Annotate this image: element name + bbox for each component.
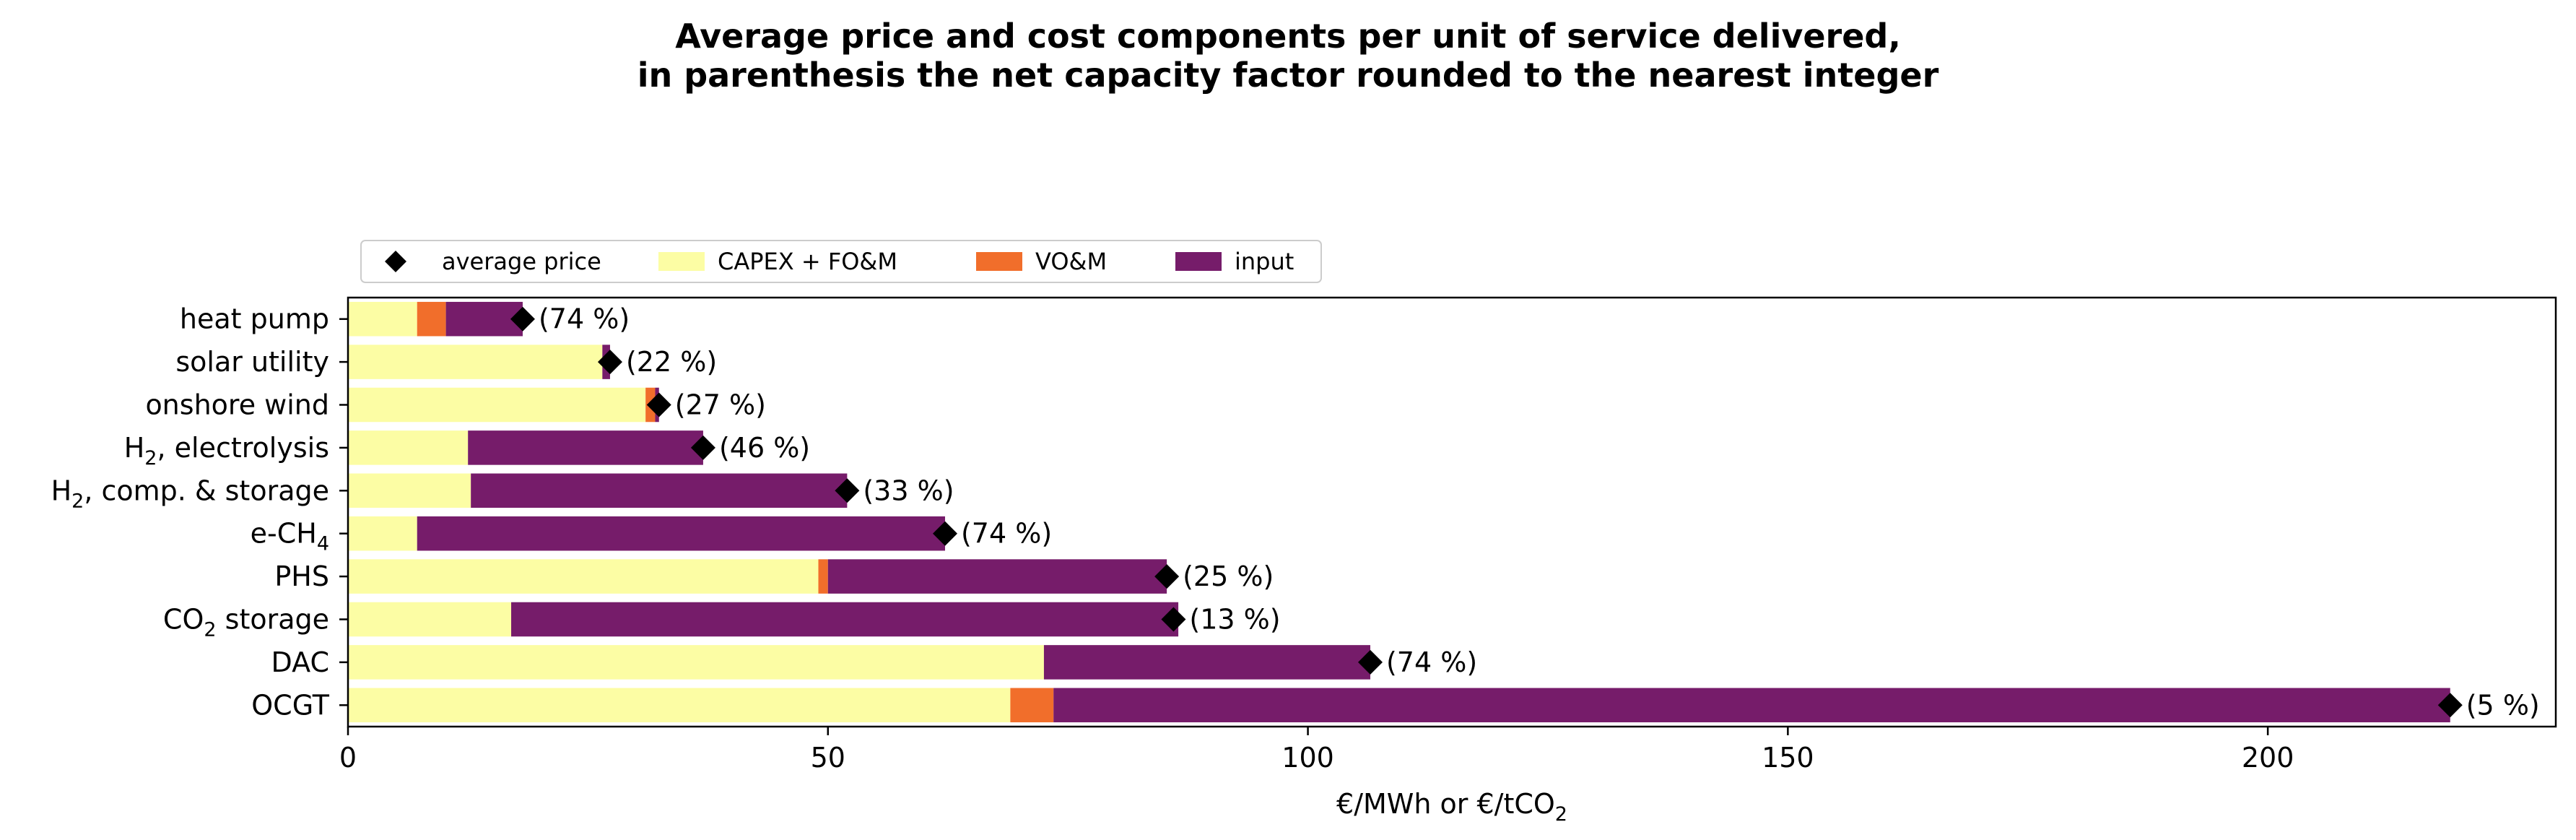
x-tick-label: 100	[1282, 742, 1334, 774]
bar-segment	[348, 301, 417, 337]
bar-segment	[348, 688, 1011, 723]
average-price-marker	[1357, 649, 1383, 675]
legend-swatch	[976, 252, 1022, 271]
chart-title-line-1: Average price and cost components per un…	[675, 17, 1901, 56]
average-price-marker	[597, 350, 622, 375]
legend-label: average price	[442, 248, 601, 275]
average-price-marker	[690, 435, 715, 460]
y-tick-label: PHS	[274, 560, 329, 592]
capacity-factor-label: (13 %)	[1189, 604, 1280, 636]
bar-segment	[818, 559, 828, 594]
y-tick-label: onshore wind	[145, 389, 329, 421]
x-axis-ticks: 0 50 100 150 200	[339, 727, 2294, 774]
bar-segment	[348, 602, 512, 637]
capacity-factor-label: (74 %)	[1386, 646, 1477, 678]
y-tick-label: CO2 storage	[163, 604, 329, 641]
bar-segment	[445, 301, 523, 337]
bar-segment	[1010, 688, 1054, 723]
price-markers-layer	[510, 306, 2463, 718]
average-price-marker	[510, 306, 535, 332]
bar-segment	[417, 301, 446, 337]
bar-segment	[471, 473, 848, 508]
bar-segment	[348, 559, 819, 594]
capacity-factor-label: (74 %)	[539, 303, 630, 335]
bar-segment	[348, 345, 603, 379]
capacity-factor-label: (5 %)	[2466, 689, 2540, 721]
bar-segment	[348, 387, 646, 423]
y-tick-label: H2, comp. & storage	[51, 475, 329, 512]
x-tick-label: 150	[1762, 742, 1814, 774]
average-price-marker	[646, 392, 671, 417]
bar-segment	[417, 516, 945, 551]
y-axis-ticks: heat pump solar utility onshore wind H2, el…	[51, 303, 348, 721]
bar-segment	[348, 473, 471, 508]
bar-segment	[348, 645, 1044, 680]
bar-segment	[1043, 645, 1370, 680]
bar-segment	[348, 430, 469, 465]
x-axis-label-sub: 2	[1555, 803, 1567, 826]
legend-marker	[385, 251, 406, 272]
x-tick-label: 200	[2242, 742, 2294, 774]
average-price-marker	[1161, 607, 1186, 632]
bar-segment	[348, 516, 417, 551]
average-price-marker	[835, 478, 860, 503]
chart-title-line-2: in parenthesis the net capacity factor r…	[638, 56, 1939, 95]
bar-segment	[827, 559, 1167, 594]
legend-label: VO&M	[1035, 248, 1107, 275]
capacity-factor-label: (74 %)	[961, 518, 1052, 550]
capacity-factor-label: (25 %)	[1183, 560, 1274, 592]
y-tick-label: DAC	[271, 646, 329, 678]
y-tick-label: solar utility	[175, 346, 329, 378]
bar-segment	[511, 602, 1179, 637]
legend-swatch	[1175, 252, 1222, 271]
x-tick-label: 50	[811, 742, 845, 774]
average-price-marker	[1154, 564, 1180, 589]
average-price-marker	[932, 521, 957, 546]
legend: average price CAPEX + FO&M VO&M input	[360, 240, 1322, 283]
y-tick-label: H2, electrolysis	[124, 432, 329, 469]
x-axis-label-main: €/MWh or €/tCO	[1336, 788, 1555, 820]
legend-label: input	[1235, 248, 1294, 275]
capacity-factor-label: (33 %)	[863, 475, 954, 506]
annotations-layer: (74 %)(22 %)(27 %)(46 %)(33 %)(74 %)(25 …	[539, 303, 2540, 722]
legend-label: CAPEX + FO&M	[718, 248, 897, 275]
bar-segment	[1053, 688, 2450, 723]
average-price-marker	[2437, 693, 2463, 718]
x-tick-label: 0	[339, 742, 357, 774]
bars-layer	[348, 301, 2450, 723]
x-axis-label: €/MWh or €/tCO2	[1336, 788, 1567, 826]
capacity-factor-label: (46 %)	[719, 432, 810, 464]
capacity-factor-label: (27 %)	[675, 389, 766, 421]
legend-box	[360, 240, 1322, 283]
plot-frame	[347, 296, 2557, 728]
legend-swatch	[658, 252, 705, 271]
y-tick-label: OCGT	[251, 689, 330, 721]
y-tick-label: e-CH4	[251, 518, 329, 555]
y-tick-label: heat pump	[180, 303, 329, 335]
capacity-factor-label: (22 %)	[626, 346, 717, 378]
bar-segment	[468, 430, 703, 465]
